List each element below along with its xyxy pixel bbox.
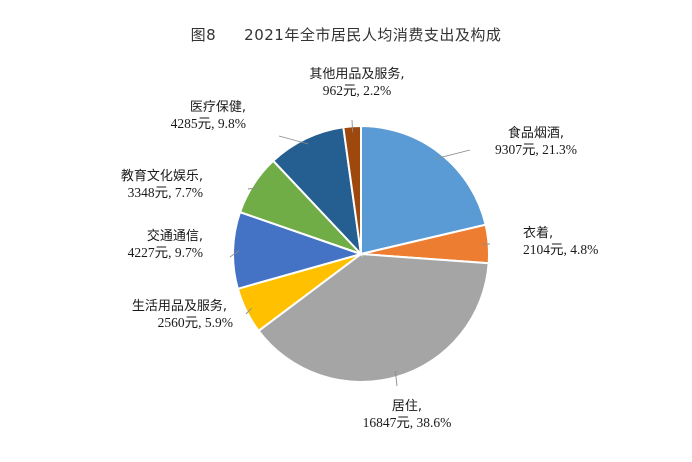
- pie-slice-3: [257, 252, 490, 383]
- leader-line-5: [229, 250, 240, 258]
- pie-slice-5: [232, 210, 365, 291]
- leader-line-4: [245, 307, 253, 315]
- slice-label-value-5: 4227元, 9.7%: [128, 245, 203, 260]
- chart-title-text: 2021年全市居民人均消费支出及构成: [244, 26, 502, 44]
- chart-title: 图8 2021年全市居民人均消费支出及构成: [0, 24, 692, 45]
- slice-label-name-3: 居住,: [392, 399, 422, 414]
- leader-line-6: [247, 187, 259, 190]
- slice-label-name-5: 交通通信,: [147, 228, 203, 244]
- leader-line-7: [278, 135, 309, 145]
- slice-label-value-6: 3348元, 7.7%: [128, 185, 203, 200]
- slice-label-name-2: 衣着,: [523, 225, 553, 241]
- slice-label-name-4: 生活用品及服务,: [132, 298, 227, 314]
- slice-label-value-4: 2560元, 5.9%: [158, 315, 233, 330]
- pie-slice-7: [271, 126, 363, 257]
- slice-label-value-1: 9307元, 21.3%: [495, 142, 577, 157]
- slice-label-name-7: 医疗保健,: [190, 100, 246, 115]
- figure-number: 图8: [190, 26, 217, 44]
- leader-line-1: [436, 149, 471, 159]
- slice-label-name-1: 食品烟酒,: [508, 125, 564, 141]
- slice-label-name-6: 教育文化娱乐,: [121, 168, 203, 184]
- slice-label-value-7: 4285元, 9.8%: [171, 116, 246, 131]
- slice-label-value-3: 16847元, 38.6%: [363, 415, 452, 430]
- leader-line-8: [351, 119, 354, 133]
- slice-label-value-8: 962元, 2.2%: [323, 83, 392, 98]
- pie-slice-1: [360, 124, 487, 256]
- leader-line-3: [394, 370, 398, 387]
- slice-label-value-2: 2104元, 4.8%: [523, 242, 598, 257]
- slice-label-name-8: 其他用品及服务,: [309, 66, 404, 82]
